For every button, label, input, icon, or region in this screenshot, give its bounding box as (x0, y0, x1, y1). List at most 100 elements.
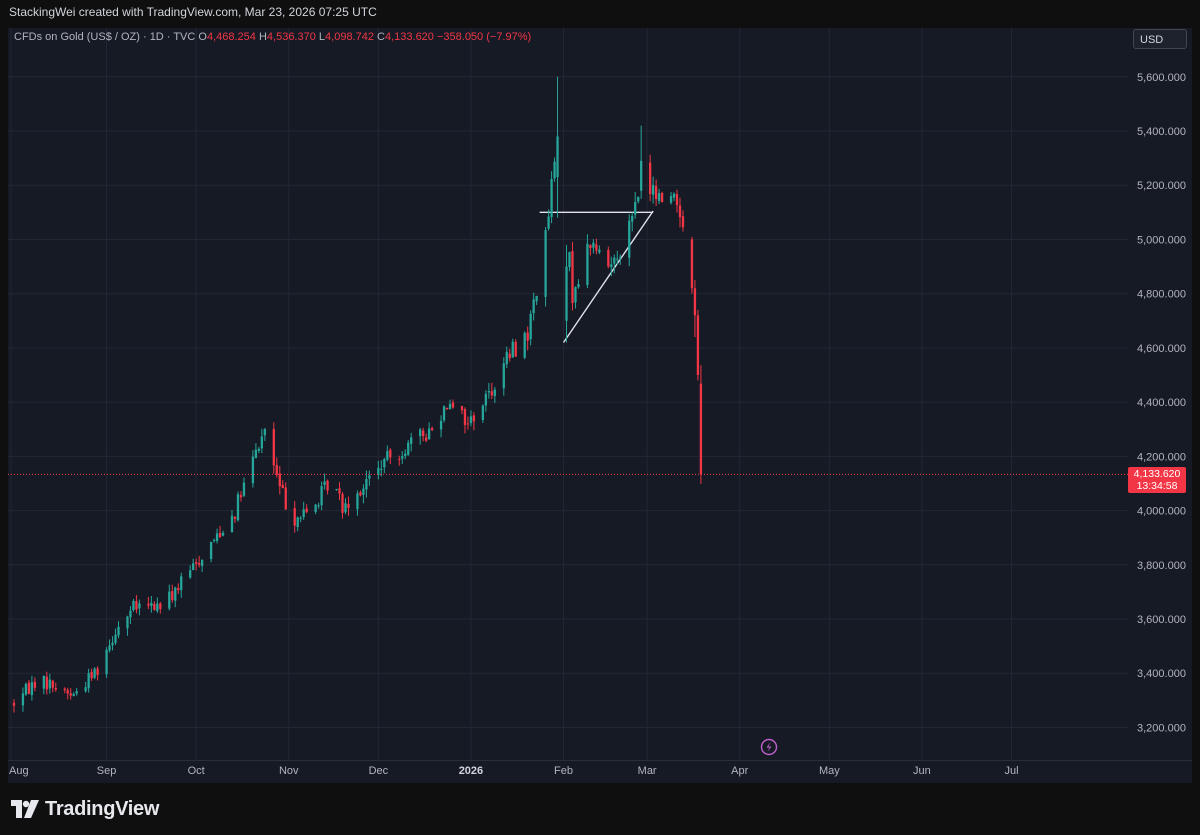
candle (550, 171, 553, 224)
candle (171, 584, 174, 603)
candle (389, 448, 392, 465)
currency-button[interactable]: USD (1133, 29, 1187, 49)
candle (628, 214, 631, 267)
candle (657, 188, 661, 205)
candle (421, 427, 425, 442)
candle (493, 387, 496, 404)
candle-body (610, 264, 613, 268)
candle-body (200, 559, 204, 567)
price-tick-label: 5,600.000 (1137, 72, 1186, 84)
price-tick-label: 3,800.000 (1137, 560, 1186, 572)
time-tick-label: Dec (369, 765, 389, 777)
candle-body (544, 230, 547, 297)
price-tick-label: 5,000.000 (1137, 234, 1186, 246)
tradingview-logo[interactable]: TradingView (11, 796, 159, 822)
candle-body (490, 391, 493, 396)
candle (451, 399, 455, 409)
time-tick-label: Nov (279, 765, 299, 777)
candle-body (171, 591, 174, 601)
candle (681, 210, 685, 232)
candle (613, 254, 616, 274)
candle-body (96, 668, 99, 675)
candle (72, 692, 75, 697)
tradingview-logo-icon (11, 800, 39, 818)
candle-body (419, 429, 422, 437)
candle-body (401, 456, 404, 459)
candle (571, 241, 574, 311)
candle (404, 449, 407, 460)
time-scale[interactable] (8, 760, 1128, 783)
candle (305, 504, 308, 514)
time-tick-label: Apr (731, 765, 748, 777)
price-tick-label: 4,600.000 (1137, 343, 1186, 355)
candle-body (168, 591, 171, 609)
candle-body (63, 688, 66, 691)
candle-body (472, 415, 476, 422)
price-tick-label: 4,000.000 (1137, 506, 1186, 518)
candle (84, 681, 87, 693)
candle-body (150, 602, 153, 606)
candle (466, 416, 470, 430)
candle-body (619, 256, 622, 258)
candle (96, 666, 99, 681)
candle-body (574, 287, 577, 303)
legend-low-label: L (318, 31, 326, 43)
price-axis-labels: 3,200.000 3,400.000 3,600.000 3,800.000 4,00… (1137, 72, 1186, 735)
candle-body (215, 533, 219, 541)
candle-body (284, 487, 287, 510)
candle (678, 197, 682, 228)
candle (156, 597, 159, 613)
candle-body (523, 332, 526, 358)
candle (218, 525, 222, 538)
candle-body (338, 488, 341, 494)
candle (260, 428, 264, 454)
candle-body (87, 673, 90, 689)
candle-body (481, 405, 485, 420)
candle (341, 492, 344, 519)
candle (547, 209, 550, 231)
candle (90, 668, 93, 681)
candle-body (51, 680, 54, 688)
candle (398, 455, 401, 466)
candle (648, 154, 652, 202)
candle (640, 125, 643, 199)
candle (514, 339, 517, 357)
candle-body (589, 245, 592, 248)
candle (463, 407, 467, 434)
candle (12, 699, 16, 713)
candle-body (365, 478, 368, 490)
candle (126, 615, 129, 636)
time-axis-labels: Aug Sep Oct Nov Dec 2026 Feb Mar Apr May Jun Jul (9, 765, 1019, 777)
candle (592, 239, 595, 254)
candle-body (657, 193, 661, 202)
candle (675, 189, 679, 213)
candle-body (84, 687, 87, 692)
candle (200, 559, 204, 573)
chart-plot-area[interactable] (8, 28, 1128, 760)
candle (177, 583, 180, 594)
price-scale[interactable] (1128, 28, 1192, 760)
symbol-legend: CFDs on Gold (US$ / OZ) · 1D · TVC O4,46… (14, 31, 531, 43)
time-tick-label: Jul (1004, 765, 1018, 777)
candle-body (90, 671, 93, 679)
candle (699, 365, 703, 484)
candle (356, 490, 359, 516)
candle-body (442, 406, 446, 421)
candle (610, 256, 613, 277)
candle-body (613, 257, 616, 264)
candle (150, 595, 153, 613)
candle-body (117, 626, 120, 636)
time-tick-label: Sep (97, 765, 117, 777)
candle (631, 212, 634, 232)
candle (598, 245, 601, 255)
candle (105, 647, 108, 678)
candle (66, 687, 69, 700)
candle-body (177, 587, 180, 591)
candle (314, 503, 317, 515)
candle (508, 348, 511, 362)
candle-body (135, 600, 138, 610)
candle-body (469, 416, 473, 424)
candle-body (27, 682, 31, 694)
time-tick-label: Mar (638, 765, 657, 777)
candle-body (233, 517, 237, 519)
